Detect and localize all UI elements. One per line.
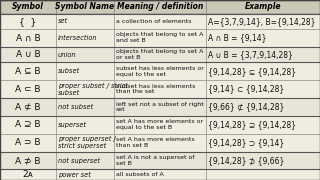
Bar [114, 47, 206, 62]
Bar [114, 116, 206, 134]
Bar [0, 98, 56, 116]
Bar [56, 116, 114, 134]
Text: {9,14,28} ⊇ {9,14,28}: {9,14,28} ⊇ {9,14,28} [208, 120, 296, 129]
Bar [206, 29, 320, 47]
Text: proper subset / strict
subset: proper subset / strict subset [58, 82, 128, 96]
Bar [206, 152, 320, 169]
Text: a collection of elements: a collection of elements [116, 19, 191, 24]
Bar [114, 62, 206, 80]
Text: {9,66} ⊄ {9,14,28}: {9,66} ⊄ {9,14,28} [208, 102, 285, 111]
Bar [0, 80, 56, 98]
Text: set A has more elements
than set B: set A has more elements than set B [116, 137, 194, 148]
Bar [56, 14, 114, 29]
Bar [206, 116, 320, 134]
Text: objects that belong to set A
or set B: objects that belong to set A or set B [116, 49, 203, 60]
Text: A ⊂ B: A ⊂ B [15, 85, 41, 94]
Text: A ⊄ B: A ⊄ B [15, 102, 41, 111]
Text: objects that belong to set A
and set B: objects that belong to set A and set B [116, 32, 203, 43]
Text: superset: superset [58, 122, 87, 128]
Text: not subset: not subset [58, 104, 93, 110]
Bar [114, 169, 206, 180]
Text: set A has more elements or
equal to the set B: set A has more elements or equal to the … [116, 119, 203, 130]
Bar [56, 169, 114, 180]
Bar [206, 62, 320, 80]
Bar [206, 0, 320, 14]
Bar [206, 80, 320, 98]
Bar [0, 134, 56, 152]
Bar [0, 29, 56, 47]
Bar [56, 152, 114, 169]
Text: proper superset /
strict superset: proper superset / strict superset [58, 136, 116, 149]
Bar [56, 98, 114, 116]
Text: Symbol Name: Symbol Name [55, 2, 114, 11]
Bar [0, 116, 56, 134]
Bar [114, 98, 206, 116]
Bar [56, 47, 114, 62]
Text: set A is not a superset of
set B: set A is not a superset of set B [116, 155, 194, 166]
Bar [0, 152, 56, 169]
Text: all subsets of A: all subsets of A [116, 172, 163, 177]
Text: {  }: { } [20, 17, 36, 26]
Text: A ⊆ B: A ⊆ B [15, 67, 41, 76]
Text: Symbol: Symbol [12, 2, 44, 11]
Text: {9,14} ⊂ {9,14,28}: {9,14} ⊂ {9,14,28} [208, 85, 284, 94]
Bar [56, 80, 114, 98]
Bar [206, 134, 320, 152]
Text: {9,14,28} ⊅ {9,66}: {9,14,28} ⊅ {9,66} [208, 156, 285, 165]
Text: set: set [58, 18, 68, 24]
Bar [56, 62, 114, 80]
Bar [114, 80, 206, 98]
Text: A={3,7,9,14}, B={9,14,28}: A={3,7,9,14}, B={9,14,28} [208, 17, 316, 26]
Bar [206, 169, 320, 180]
Bar [0, 14, 56, 29]
Bar [114, 152, 206, 169]
Bar [206, 14, 320, 29]
Text: subset has less elements or
equal to the set: subset has less elements or equal to the… [116, 66, 204, 76]
Text: A ⊇ B: A ⊇ B [15, 120, 41, 129]
Bar [114, 29, 206, 47]
Bar [56, 0, 114, 14]
Bar [114, 0, 206, 14]
Bar [0, 0, 56, 14]
Text: A ∩ B = {9,14}: A ∩ B = {9,14} [208, 33, 267, 42]
Bar [0, 169, 56, 180]
Text: not superset: not superset [58, 158, 100, 164]
Text: subset has less elements
than the set: subset has less elements than the set [116, 84, 195, 94]
Bar [206, 98, 320, 116]
Text: A ∩ B: A ∩ B [16, 33, 40, 42]
Text: left set not a subset of right
set: left set not a subset of right set [116, 102, 203, 112]
Bar [114, 134, 206, 152]
Text: {9,14,28} ⊃ {9,14}: {9,14,28} ⊃ {9,14} [208, 138, 284, 147]
Text: union: union [58, 51, 76, 58]
Text: Example: Example [245, 2, 282, 11]
Bar [0, 62, 56, 80]
Text: 2ᴀ: 2ᴀ [22, 170, 34, 179]
Bar [56, 29, 114, 47]
Text: {9,14,28} ⊆ {9,14,28}: {9,14,28} ⊆ {9,14,28} [208, 67, 296, 76]
Bar [206, 47, 320, 62]
Text: A ⊅ B: A ⊅ B [15, 156, 41, 165]
Text: A ∪ B: A ∪ B [16, 50, 40, 59]
Text: subset: subset [58, 68, 80, 74]
Text: power set: power set [58, 172, 91, 178]
Text: Meaning / definition: Meaning / definition [117, 2, 203, 11]
Bar [114, 14, 206, 29]
Text: intersection: intersection [58, 35, 98, 41]
Bar [56, 134, 114, 152]
Text: A ⊃ B: A ⊃ B [15, 138, 41, 147]
Text: A ∪ B = {3,7,9,14,28}: A ∪ B = {3,7,9,14,28} [208, 50, 293, 59]
Bar [0, 47, 56, 62]
